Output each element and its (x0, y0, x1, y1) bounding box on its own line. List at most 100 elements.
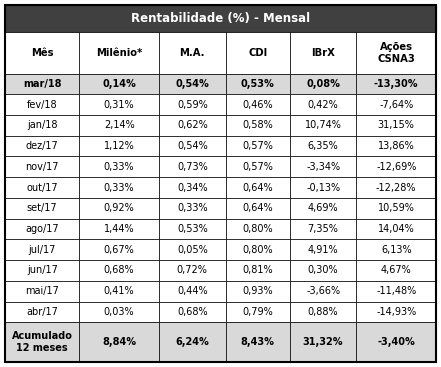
Bar (290, 115, 356, 136)
Text: Acumulado
12 meses: Acumulado 12 meses (12, 331, 73, 353)
Bar (5, 73, 79, 94)
Bar (5, 322, 79, 362)
Text: 0,72%: 0,72% (177, 265, 208, 276)
Bar (79, 219, 159, 239)
Text: 0,59%: 0,59% (177, 99, 208, 110)
Text: out/17: out/17 (26, 182, 58, 193)
Bar (79, 302, 159, 322)
Text: fev/18: fev/18 (27, 99, 57, 110)
Bar (159, 32, 226, 73)
Bar (356, 136, 436, 156)
Bar (79, 94, 159, 115)
Text: 4,67%: 4,67% (381, 265, 411, 276)
Bar (356, 156, 436, 177)
Bar (356, 322, 436, 362)
Text: abr/17: abr/17 (26, 307, 58, 317)
Text: -13,30%: -13,30% (374, 79, 419, 89)
Text: 0,31%: 0,31% (104, 99, 135, 110)
Bar (5, 177, 79, 198)
Bar (79, 136, 159, 156)
Bar (79, 73, 159, 94)
Bar (5, 302, 79, 322)
Bar (290, 198, 356, 219)
Text: -11,48%: -11,48% (376, 286, 416, 296)
Bar (226, 136, 290, 156)
Text: 10,59%: 10,59% (378, 203, 415, 213)
Text: 0,03%: 0,03% (104, 307, 135, 317)
Bar (290, 302, 356, 322)
Text: 0,62%: 0,62% (177, 120, 208, 130)
Bar (290, 322, 356, 362)
Text: 0,68%: 0,68% (177, 307, 208, 317)
Text: 0,53%: 0,53% (177, 224, 208, 234)
Text: 1,44%: 1,44% (104, 224, 135, 234)
Bar (290, 94, 356, 115)
Bar (226, 32, 290, 73)
Text: 6,35%: 6,35% (308, 141, 339, 151)
Bar (226, 156, 290, 177)
Bar (356, 94, 436, 115)
Text: jun/17: jun/17 (27, 265, 58, 276)
Bar (290, 156, 356, 177)
Bar (79, 281, 159, 302)
Bar (79, 239, 159, 260)
Bar (79, 32, 159, 73)
Bar (5, 115, 79, 136)
Text: 0,58%: 0,58% (242, 120, 273, 130)
Text: 0,54%: 0,54% (176, 79, 209, 89)
Text: 0,53%: 0,53% (241, 79, 275, 89)
Bar (5, 156, 79, 177)
Bar (79, 156, 159, 177)
Bar (79, 260, 159, 281)
Text: 0,08%: 0,08% (306, 79, 340, 89)
Text: 0,73%: 0,73% (177, 162, 208, 172)
Text: jul/17: jul/17 (29, 245, 56, 255)
Text: 0,44%: 0,44% (177, 286, 208, 296)
Bar (290, 73, 356, 94)
Bar (5, 239, 79, 260)
Bar (356, 281, 436, 302)
Text: 0,93%: 0,93% (243, 286, 273, 296)
Bar (356, 239, 436, 260)
Bar (79, 322, 159, 362)
Bar (79, 198, 159, 219)
Bar (226, 198, 290, 219)
Bar (79, 177, 159, 198)
Text: 0,33%: 0,33% (104, 182, 135, 193)
Text: 13,86%: 13,86% (378, 141, 415, 151)
Text: Ações
CSNA3: Ações CSNA3 (377, 42, 415, 63)
Bar (5, 94, 79, 115)
Bar (290, 260, 356, 281)
Text: 0,54%: 0,54% (177, 141, 208, 151)
Text: ago/17: ago/17 (26, 224, 59, 234)
Text: -12,28%: -12,28% (376, 182, 416, 193)
Bar (356, 115, 436, 136)
Bar (79, 115, 159, 136)
Bar (226, 281, 290, 302)
Bar (159, 177, 226, 198)
Bar (226, 302, 290, 322)
Text: nov/17: nov/17 (26, 162, 59, 172)
Bar (159, 198, 226, 219)
Bar (226, 73, 290, 94)
Text: 4,69%: 4,69% (308, 203, 338, 213)
Bar (290, 177, 356, 198)
Bar (159, 219, 226, 239)
Text: IBrX: IBrX (311, 48, 335, 58)
Text: 0,67%: 0,67% (104, 245, 135, 255)
Text: 0,14%: 0,14% (102, 79, 136, 89)
Bar (5, 281, 79, 302)
Bar (356, 219, 436, 239)
Text: 0,30%: 0,30% (308, 265, 338, 276)
Bar (159, 115, 226, 136)
Text: 0,64%: 0,64% (243, 203, 273, 213)
Bar (290, 239, 356, 260)
Text: 2,14%: 2,14% (104, 120, 135, 130)
Bar (356, 302, 436, 322)
Text: 0,68%: 0,68% (104, 265, 135, 276)
Text: 0,80%: 0,80% (243, 224, 273, 234)
Text: mai/17: mai/17 (25, 286, 59, 296)
Bar (356, 198, 436, 219)
Text: 0,88%: 0,88% (308, 307, 338, 317)
Text: mar/18: mar/18 (23, 79, 61, 89)
